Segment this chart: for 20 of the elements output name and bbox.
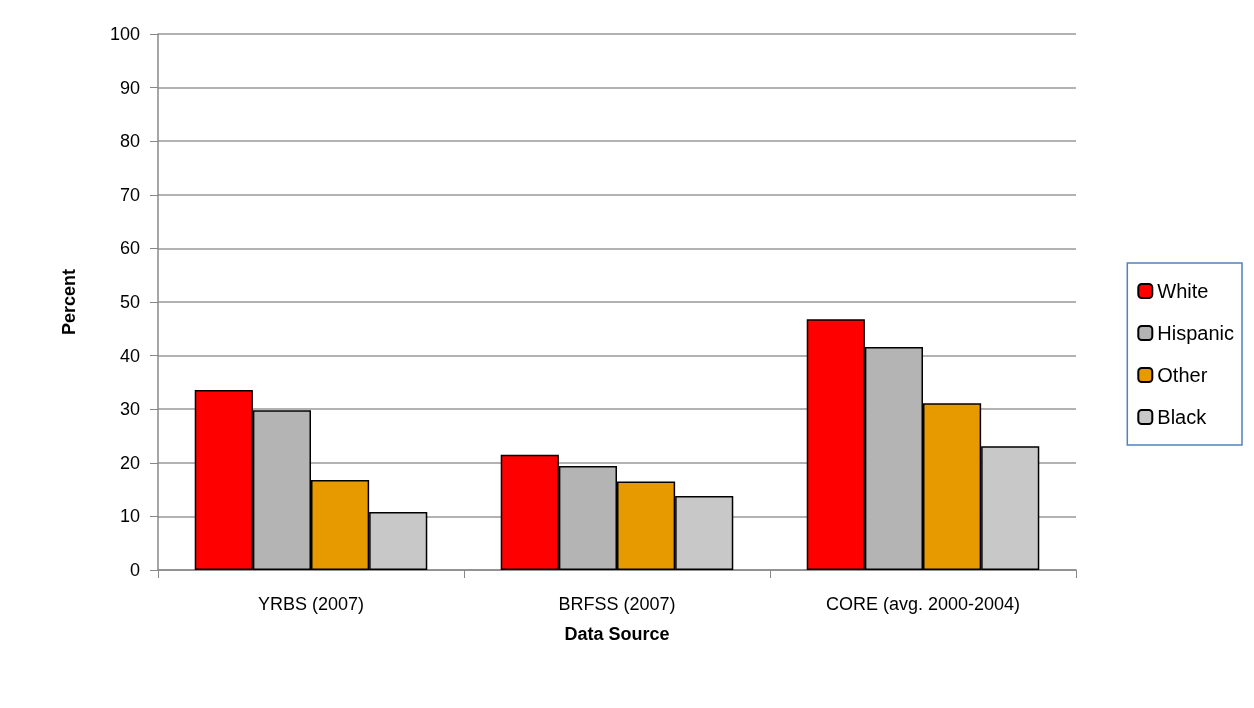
y-tick-label: 30 (119, 399, 140, 420)
x-tick-label: YRBS (2007) (257, 594, 365, 614)
y-tick-label: 0 (129, 560, 140, 580)
legend-label: Black (1157, 406, 1208, 428)
y-tick-label: 60 (119, 238, 140, 259)
y-axis-title: Percent (59, 268, 79, 336)
y-tick-label: 50 (119, 292, 140, 312)
y-tick-label: 70 (119, 184, 140, 205)
x-tick-label: CORE (avg. 2000-2004) (825, 594, 1021, 614)
legend-label: Other (1157, 364, 1208, 386)
legend-label: White (1157, 280, 1209, 302)
y-tick-label: 20 (119, 452, 140, 473)
y-tick-label: 10 (119, 506, 140, 527)
x-tick-label: BRFSS (2007) (558, 594, 676, 614)
y-tick-label: 90 (119, 77, 140, 98)
legend-label: Hispanic (1157, 322, 1234, 344)
y-tick-label: 100 (109, 24, 140, 44)
y-tick-label: 40 (119, 345, 140, 366)
x-axis-title: Data Source (564, 624, 670, 644)
y-tick-label: 80 (119, 131, 140, 152)
